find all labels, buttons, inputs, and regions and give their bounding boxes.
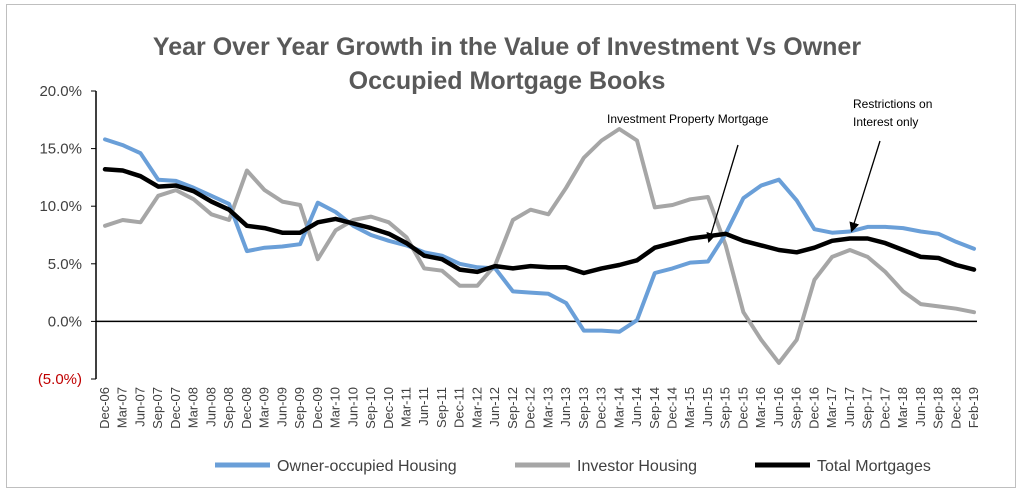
y-tick-label: 20.0% xyxy=(39,83,82,100)
y-tick-label: 15.0% xyxy=(39,141,82,158)
x-tick-label: Dec-15 xyxy=(735,387,750,429)
x-tick-label: Sep-07 xyxy=(150,387,165,429)
series-line-2 xyxy=(102,167,977,276)
x-tick-label: Dec-14 xyxy=(665,387,680,429)
x-tick-label: Sep-17 xyxy=(860,387,875,429)
chart-frame: Year Over Year Growth in the Value of In… xyxy=(6,4,1016,488)
x-tick-label: Sep-11 xyxy=(434,387,449,428)
x-tick-label: Feb-19 xyxy=(966,387,981,428)
annotation-restrictions-line-2: Interest only xyxy=(853,115,918,129)
x-tick-label: Jun-08 xyxy=(203,387,218,427)
x-tick-label: Dec-16 xyxy=(806,387,821,429)
x-tick-label: Dec-11 xyxy=(452,387,467,428)
x-tick-label: Dec-17 xyxy=(877,387,892,429)
x-tick-label: Sep-18 xyxy=(931,387,946,429)
y-tick-label: (5.0%) xyxy=(38,371,82,388)
x-tick-label: Jun-10 xyxy=(345,387,360,427)
series-line-1 xyxy=(103,127,976,365)
x-tick-label: Sep-15 xyxy=(718,387,733,429)
legend-label-1: Investor Housing xyxy=(577,458,697,475)
x-tick-label: Sep-10 xyxy=(363,387,378,429)
x-tick-label: Jun-14 xyxy=(629,387,644,427)
x-tick-label: Dec-10 xyxy=(381,387,396,429)
x-tick-label: Sep-08 xyxy=(221,387,236,429)
x-tick-label: Sep-09 xyxy=(292,387,307,429)
series-layer xyxy=(102,127,977,365)
x-tick-label: Sep-12 xyxy=(505,387,520,429)
x-tick-label: Dec-07 xyxy=(168,387,183,429)
x-tick-label: Mar-17 xyxy=(824,387,839,428)
x-tick-label: Mar-09 xyxy=(257,387,272,428)
chart-title-line-2: Occupied Mortgage Books xyxy=(349,67,666,95)
annotation-arrow-1 xyxy=(706,144,739,243)
x-tick-label: Mar-16 xyxy=(753,387,768,428)
y-tick-label: 10.0% xyxy=(39,198,82,215)
x-tick-label: Sep-14 xyxy=(647,387,662,429)
annotation-arrow-2 xyxy=(849,140,881,233)
x-tick-label: Dec-13 xyxy=(594,387,609,429)
chart-title-line-1: Year Over Year Growth in the Value of In… xyxy=(153,33,861,61)
annotation-layer: Investment Property Mortgage Restrictions… xyxy=(607,97,932,243)
y-tick-label: 0.0% xyxy=(48,313,82,330)
x-tick-label: Jun-12 xyxy=(487,387,502,427)
series-line-0 xyxy=(103,137,976,334)
x-tick-label: Jun-11 xyxy=(416,387,431,426)
x-tick-label: Jun-13 xyxy=(558,387,573,427)
legend-label-2: Total Mortgages xyxy=(817,458,931,475)
x-tick-label: Mar-14 xyxy=(611,387,626,428)
line-chart: Year Over Year Growth in the Value of In… xyxy=(38,33,981,475)
x-tick-label: Jun-18 xyxy=(913,387,928,427)
x-axis: Dec-06 Mar-07 Jun-07 Sep-07 Dec-07 Mar-08 Jun-… xyxy=(96,320,981,429)
y-tick-label: 5.0% xyxy=(48,256,82,273)
legend: Owner-occupied Housing Investor Housing To… xyxy=(215,458,931,475)
x-tick-label: Jun-15 xyxy=(700,387,715,427)
annotation-investment-property: Investment Property Mortgage xyxy=(607,112,769,126)
x-tick-label: Jun-09 xyxy=(274,387,289,427)
x-tick-label: Jun-07 xyxy=(132,387,147,427)
x-tick-label: Mar-18 xyxy=(895,387,910,428)
y-axis: 20.0% 15.0% 10.0% 5.0% 0.0% (5.0%) xyxy=(38,83,97,388)
x-tick-label: Dec-09 xyxy=(310,387,325,429)
x-tick-label: Sep-16 xyxy=(789,387,804,429)
x-tick-label: Dec-08 xyxy=(239,387,254,429)
x-tick-label: Mar-07 xyxy=(115,387,130,428)
x-tick-label: Mar-10 xyxy=(328,387,343,428)
x-tick-label: Mar-12 xyxy=(469,387,484,428)
annotation-restrictions-line-1: Restrictions on xyxy=(853,97,932,111)
x-tick-label: Mar-13 xyxy=(540,387,555,428)
x-tick-label: Jun-17 xyxy=(842,387,857,427)
x-tick-label: Dec-06 xyxy=(97,387,112,429)
x-tick-label: Mar-08 xyxy=(186,387,201,428)
x-tick-label: Mar-15 xyxy=(682,387,697,428)
x-tick-label: Dec-18 xyxy=(948,387,963,429)
x-tick-label: Sep-13 xyxy=(576,387,591,429)
x-tick-label: Jun-16 xyxy=(771,387,786,427)
x-tick-label: Mar-11 xyxy=(398,387,413,427)
legend-label-0: Owner-occupied Housing xyxy=(277,458,457,475)
x-tick-label: Dec-12 xyxy=(523,387,538,429)
